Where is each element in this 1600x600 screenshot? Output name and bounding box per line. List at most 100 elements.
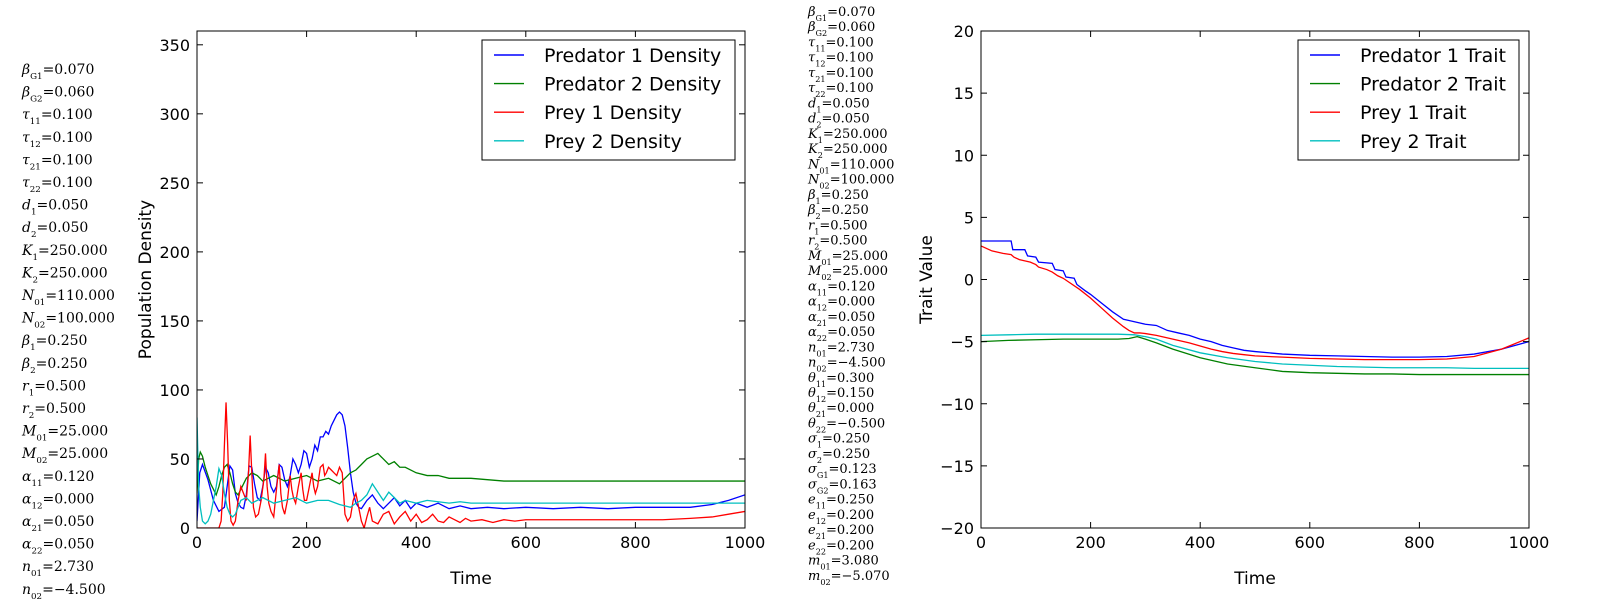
series-line-prey-2-density: [197, 417, 745, 525]
parameter-mid-6: d1=0.050: [808, 96, 870, 114]
parameter-mid-2: τ11=0.100: [808, 35, 874, 53]
x-tick-label: 0: [976, 533, 986, 552]
parameter-mid-12: β1=0.250: [807, 188, 869, 206]
parameter-mid-0: βG1=0.070: [807, 5, 875, 23]
parameter-mid-29: σ2=0.250: [808, 447, 870, 465]
parameter-mid-15: r2=0.500: [808, 234, 867, 252]
parameter-mid-5: τ22=0.100: [808, 81, 874, 99]
x-tick-label: 400: [1185, 533, 1216, 552]
parameter-left-3: τ12=0.100: [22, 130, 93, 150]
y-tick-label: 20: [954, 22, 974, 41]
parameter-left-12: β1=0.250: [21, 333, 87, 353]
parameter-mid-20: α21=0.050: [808, 310, 875, 328]
parameter-left-2: τ11=0.100: [22, 107, 93, 127]
parameter-mid-28: σ1=0.250: [808, 432, 870, 450]
x-tick-label: 800: [620, 533, 651, 552]
population-density-chart: 0 200 400 600 800 1000 0 50 100 150 200 250 300 350 Ti…: [136, 30, 766, 589]
y-tick-label: 5: [964, 208, 974, 227]
parameter-left-22: n01=2.730: [22, 559, 94, 579]
parameter-left-21: α22=0.050: [22, 537, 94, 557]
series-line-predator-2-trait: [981, 335, 1529, 376]
parameter-left-15: r2=0.500: [22, 401, 86, 421]
legend-entry: Predator 2 Density: [544, 74, 721, 96]
parameter-mid-8: K1=250.000: [807, 127, 888, 145]
x-axis-label: Time: [1233, 569, 1276, 589]
parameter-left-23: n02=−4.500: [22, 582, 106, 600]
parameter-mid-36: m01=3.080: [808, 554, 879, 572]
y-tick-label: −20: [940, 519, 974, 538]
parameter-list-middle: βG1=0.070βG2=0.060τ11=0.100τ12=0.100τ21=…: [807, 5, 894, 587]
legend-entry: Prey 2 Trait: [1360, 131, 1467, 153]
parameter-mid-13: β2=0.250: [807, 203, 869, 221]
parameter-left-9: K2=250.000: [21, 265, 108, 285]
parameter-left-6: d1=0.050: [22, 198, 88, 218]
parameter-mid-14: r1=0.500: [808, 218, 867, 236]
parameter-left-8: K1=250.000: [21, 243, 108, 263]
parameter-mid-1: βG2=0.060: [807, 20, 875, 38]
x-tick-label: 600: [511, 533, 542, 552]
y-axis-label: Population Density: [136, 200, 156, 359]
plot-frame: [196, 30, 746, 529]
y-tick-label: −5: [950, 333, 974, 352]
parameter-left-19: α12=0.000: [22, 491, 94, 511]
parameter-left-10: N01=110.000: [21, 288, 115, 308]
legend-entry: Prey 2 Density: [544, 131, 682, 153]
parameter-mid-4: τ21=0.100: [808, 66, 874, 84]
y-tick-label: 15: [954, 84, 974, 103]
series-line-prey-1-density: [197, 402, 745, 528]
y-tick-label: 300: [159, 105, 190, 124]
parameter-left-11: N02=100.000: [21, 311, 115, 331]
parameter-mid-30: σG1=0.123: [808, 462, 877, 480]
y-tick-label: −15: [940, 457, 974, 476]
parameter-left-16: M01=25.000: [21, 424, 108, 444]
y-tick-label: 350: [159, 36, 190, 55]
series-line-predator-2-density: [197, 450, 745, 497]
legend-entry: Prey 1 Trait: [1360, 102, 1467, 124]
y-tick-label: −10: [940, 395, 974, 414]
x-tick-label: 0: [192, 533, 202, 552]
y-tick-label: 10: [954, 146, 974, 165]
parameter-left-0: βG1=0.070: [21, 62, 94, 82]
x-tick-label: 200: [291, 533, 322, 552]
parameter-mid-22: n01=2.730: [808, 340, 875, 358]
parameter-left-13: β2=0.250: [21, 356, 87, 376]
legend-entry: Predator 1 Trait: [1360, 45, 1506, 67]
parameter-mid-3: τ12=0.100: [808, 51, 874, 69]
legend-entry: Predator 1 Density: [544, 45, 721, 67]
x-axis-label: Time: [449, 569, 492, 589]
x-tick-label: 200: [1075, 533, 1106, 552]
parameter-mid-21: α22=0.050: [808, 325, 875, 343]
series-line-prey-2-trait: [981, 333, 1529, 369]
y-axis-label: Trait Value: [917, 235, 937, 325]
parameter-left-7: d2=0.050: [22, 220, 88, 240]
parameter-left-18: α11=0.120: [22, 469, 94, 489]
parameter-mid-9: K2=250.000: [807, 142, 888, 160]
y-tick-label: 0: [964, 271, 974, 290]
parameter-mid-25: θ12=0.150: [808, 386, 874, 404]
parameter-left-17: M02=25.000: [21, 446, 108, 466]
parameter-mid-10: N01=110.000: [807, 157, 894, 175]
y-tick-label: 100: [159, 381, 190, 400]
parameter-mid-24: θ11=0.300: [808, 371, 874, 389]
legend-box: [481, 39, 736, 161]
parameter-mid-37: m02=−5.070: [808, 569, 890, 587]
parameter-mid-27: θ22=−0.500: [808, 416, 885, 434]
legend-box: [1297, 39, 1520, 161]
parameter-mid-35: e22=0.200: [808, 538, 874, 556]
parameter-mid-34: e21=0.200: [808, 523, 874, 541]
parameter-mid-33: e12=0.200: [808, 508, 874, 526]
legend-entry: Prey 1 Density: [544, 102, 682, 124]
parameter-mid-23: n02=−4.500: [808, 356, 886, 374]
parameter-mid-17: M02=25.000: [807, 264, 888, 282]
legend: Predator 1 Trait Predator 2 Trait Prey 1 T…: [1297, 39, 1520, 161]
x-tick-label: 1000: [1509, 533, 1550, 552]
parameter-left-20: α21=0.050: [22, 514, 94, 534]
y-tick-label: 50: [170, 450, 190, 469]
parameter-mid-31: σG2=0.163: [808, 477, 877, 495]
parameter-left-1: βG2=0.060: [21, 85, 94, 105]
parameter-mid-18: α11=0.120: [808, 279, 875, 297]
parameter-mid-19: α12=0.000: [808, 295, 875, 313]
parameter-left-14: r1=0.500: [22, 378, 86, 398]
x-tick-label: 1000: [725, 533, 766, 552]
